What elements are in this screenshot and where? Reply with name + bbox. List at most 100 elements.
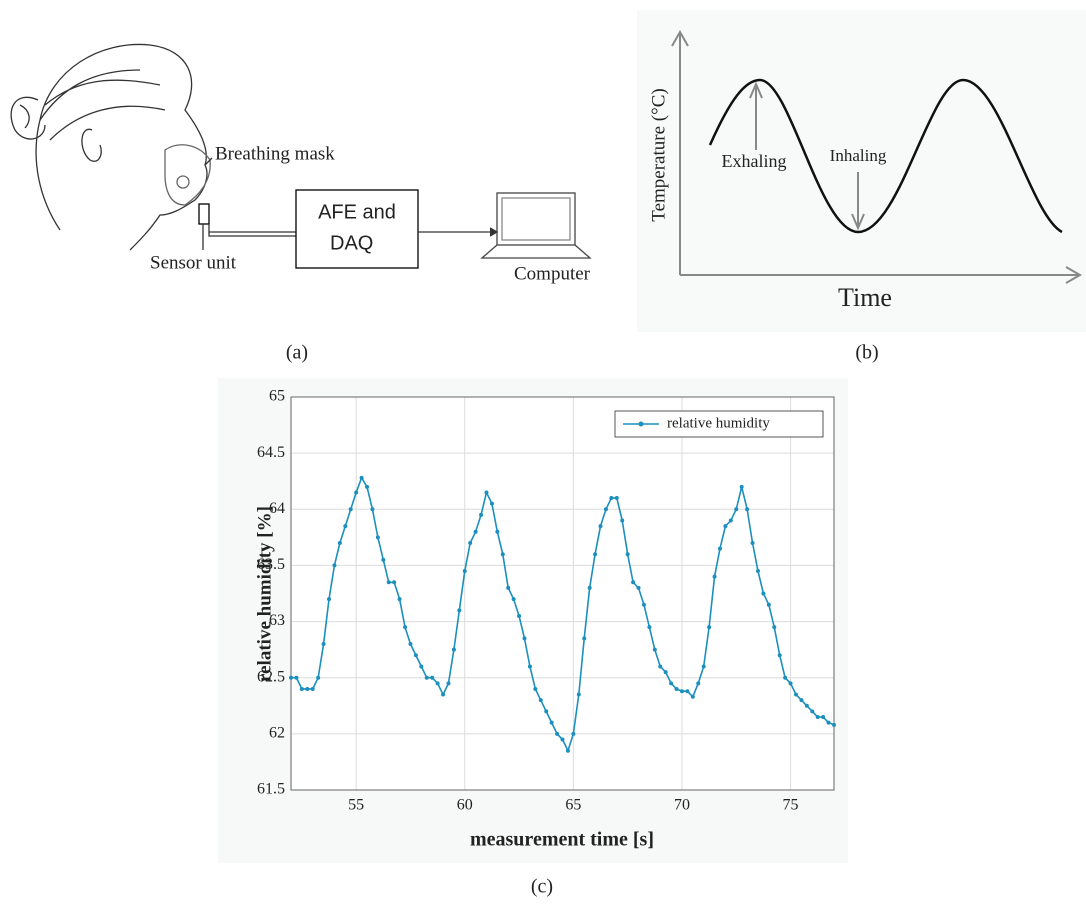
x-tick-label: 70 xyxy=(674,797,690,814)
data-point xyxy=(696,681,701,686)
data-point xyxy=(365,484,370,489)
laptop-display xyxy=(501,197,571,241)
data-point xyxy=(793,692,798,697)
b-y-label: Temperature (°C) xyxy=(648,88,669,221)
data-point xyxy=(473,529,478,534)
data-point xyxy=(663,670,668,675)
data-point xyxy=(609,496,614,501)
data-point xyxy=(370,507,375,512)
data-point xyxy=(690,694,695,699)
head-outline xyxy=(35,43,208,251)
data-point xyxy=(669,681,674,686)
panel-a xyxy=(10,43,592,269)
data-point xyxy=(413,653,418,658)
data-point xyxy=(435,681,440,686)
data-point xyxy=(750,540,755,545)
data-point xyxy=(734,507,739,512)
data-point xyxy=(479,512,484,517)
data-point xyxy=(397,597,402,602)
hair xyxy=(39,69,166,141)
data-point xyxy=(804,703,809,708)
temperature-curve xyxy=(708,78,1063,234)
mask-label: Breathing mask xyxy=(215,143,335,164)
panel-b xyxy=(671,29,1083,284)
data-point xyxy=(674,686,679,691)
data-point xyxy=(462,569,467,574)
x-tick-label: 65 xyxy=(565,797,581,814)
data-point xyxy=(571,731,576,736)
data-point xyxy=(527,664,532,669)
y-arrow xyxy=(671,29,689,47)
data-point xyxy=(707,625,712,630)
data-point xyxy=(723,524,728,529)
caption: (c) xyxy=(531,876,553,898)
data-point xyxy=(728,518,733,523)
data-point xyxy=(739,484,744,489)
legend-label: relative humidity xyxy=(667,415,770,431)
data-point xyxy=(511,597,516,602)
data-point xyxy=(484,490,489,495)
sensor-label: Sensor unit xyxy=(150,252,237,273)
box-line: AFE and xyxy=(318,201,396,223)
mask-pointer xyxy=(204,157,213,166)
data-point xyxy=(658,664,663,669)
data-point xyxy=(679,689,684,694)
data-point xyxy=(625,552,630,557)
data-point xyxy=(712,574,717,579)
x-tick-label: 55 xyxy=(348,797,364,814)
y-tick-label: 63.5 xyxy=(257,556,285,573)
data-point xyxy=(783,675,788,680)
y-tick-label: 61.5 xyxy=(257,781,285,798)
cable xyxy=(208,224,296,237)
data-point xyxy=(603,507,608,512)
laptop-screen xyxy=(496,192,576,246)
mask xyxy=(164,144,211,206)
data-point xyxy=(766,602,771,607)
data-point xyxy=(582,636,587,641)
inhale-label: Inhaling xyxy=(830,146,887,165)
data-point xyxy=(316,675,321,680)
data-point xyxy=(641,602,646,607)
exhale-label: Exhaling xyxy=(722,151,787,171)
data-point xyxy=(788,681,793,686)
data-point xyxy=(359,475,364,480)
data-point xyxy=(522,636,527,641)
data-point xyxy=(327,597,332,602)
arrow-head xyxy=(489,227,499,237)
y-tick-label: 62.5 xyxy=(257,668,285,685)
y-tick-label: 64 xyxy=(269,500,285,517)
inhale-arrow-head xyxy=(851,213,865,231)
data-point xyxy=(587,585,592,590)
data-point xyxy=(815,715,820,720)
x-arrow xyxy=(1065,266,1083,284)
data-point xyxy=(375,535,380,540)
data-point xyxy=(717,546,722,551)
data-point xyxy=(636,585,641,590)
data-point xyxy=(620,518,625,523)
plot-frame xyxy=(290,396,835,791)
y-tick-label: 64.5 xyxy=(257,444,285,461)
data-point xyxy=(337,540,342,545)
data-point xyxy=(549,720,554,725)
data-point xyxy=(348,507,353,512)
computer-label: Computer xyxy=(514,263,591,284)
y-tick-label: 63 xyxy=(269,612,285,629)
data-point xyxy=(403,625,408,630)
data-point xyxy=(576,692,581,697)
data-point xyxy=(761,591,766,596)
data-point xyxy=(468,540,473,545)
laptop-base xyxy=(480,244,592,259)
data-point xyxy=(701,664,706,669)
data-point xyxy=(441,692,446,697)
plot-area xyxy=(291,397,834,790)
data-point xyxy=(495,529,500,534)
data-point xyxy=(451,647,456,652)
data-point xyxy=(593,552,598,557)
data-point xyxy=(446,681,451,686)
data-point xyxy=(555,731,560,736)
data-point xyxy=(745,507,750,512)
data-point xyxy=(310,686,315,691)
sensor xyxy=(198,203,210,225)
box-line: DAQ xyxy=(330,232,373,254)
